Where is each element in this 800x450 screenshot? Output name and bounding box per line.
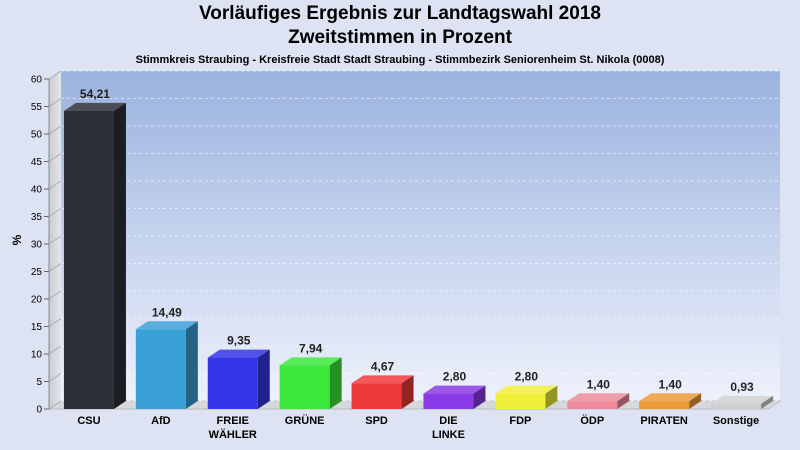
bar-front: [711, 403, 762, 409]
bar-top: [495, 385, 558, 394]
bar: [351, 375, 414, 409]
category-label: ÖDP: [580, 414, 604, 427]
bar-value-label: 9,35: [227, 334, 251, 348]
category-label: FDP: [509, 415, 531, 427]
bar-top: [135, 321, 198, 330]
bar: [711, 395, 774, 409]
bar-top: [567, 393, 630, 402]
bar-side: [257, 349, 270, 409]
chart-subtitle: Stimmkreis Straubing - Kreisfreie Stadt …: [135, 54, 665, 66]
y-tick-label: 10: [31, 350, 43, 361]
bar-top: [63, 102, 126, 111]
category-label: AfD: [151, 415, 171, 427]
y-tick-label: 20: [31, 295, 43, 306]
y-axis-label: %: [10, 234, 24, 245]
y-tick-label: 5: [36, 377, 42, 388]
grid-line-wall: [48, 318, 62, 327]
bar: [207, 349, 270, 409]
bar-front: [495, 393, 546, 409]
bar: [135, 321, 198, 409]
bar-value-label: 14,49: [152, 305, 182, 319]
bar: [495, 385, 558, 409]
bar-side: [473, 385, 486, 409]
y-tick-label: 45: [31, 157, 43, 168]
bar-top: [207, 349, 270, 358]
bar: [567, 393, 630, 409]
bar-top: [423, 385, 486, 394]
bar-side: [545, 385, 558, 409]
grid-line-wall: [48, 235, 62, 245]
bar: [639, 393, 702, 409]
y-tick-label: 15: [31, 322, 43, 333]
grid-line-wall: [48, 263, 62, 272]
category-label: SPD: [365, 415, 388, 427]
bar-front: [567, 401, 618, 409]
bar-value-label: 7,94: [299, 341, 323, 355]
bar: [279, 357, 342, 409]
category-label: GRÜNE: [285, 414, 325, 427]
y-tick-label: 55: [31, 102, 43, 113]
bar-front: [639, 401, 690, 409]
bar-top: [711, 395, 774, 404]
category-label: FREIE WÄHLER: [209, 415, 257, 441]
grid-line-wall: [48, 180, 62, 190]
title-line-2: Zweitstimmen in Prozent: [288, 27, 512, 48]
category-label: DIE LINKE: [432, 415, 465, 441]
grid-line-wall: [48, 373, 62, 382]
bar-value-label: 2,80: [443, 370, 467, 384]
bar-value-label: 4,67: [371, 359, 395, 373]
y-tick-label: 60: [31, 75, 43, 86]
bar-value-label: 54,21: [80, 87, 110, 101]
grid-line-wall: [48, 125, 62, 135]
bar-front: [423, 393, 474, 409]
grid-line-wall: [48, 290, 62, 300]
bar-value-label: 1,40: [587, 377, 611, 391]
title-line-1: Vorläufiges Ergebnis zur Landtagswahl 20…: [199, 3, 601, 24]
bar-side: [401, 375, 414, 409]
bar-value-label: 0,93: [730, 380, 754, 394]
bar-top: [279, 357, 342, 366]
category-label: Sonstige: [713, 415, 759, 427]
y-tick-label: 0: [36, 405, 42, 416]
bar-top: [351, 375, 414, 384]
bar-side: [113, 102, 126, 409]
y-tick-label: 40: [31, 185, 43, 196]
chart-title: Vorläufiges Ergebnis zur Landtagswahl 20…: [0, 2, 800, 50]
bar-front: [63, 110, 114, 409]
bar: [423, 385, 486, 409]
bar-value-label: 2,80: [515, 370, 539, 384]
bar-side: [617, 393, 630, 409]
grid-line-wall: [48, 98, 62, 107]
grid-line-wall: [48, 208, 62, 217]
bar-side: [185, 321, 198, 409]
grid-line-wall: [48, 345, 62, 355]
bar-side: [761, 395, 774, 409]
grid-line-wall: [48, 400, 62, 410]
grid-line-wall: [48, 70, 62, 80]
y-tick-label: 25: [31, 267, 43, 278]
bar-value-label: 1,40: [658, 377, 682, 391]
category-label: PIRATEN: [640, 415, 688, 427]
bar-front: [135, 329, 186, 409]
y-tick-label: 35: [31, 212, 43, 223]
bar: [63, 102, 126, 409]
grid-line-wall: [48, 153, 62, 162]
bar-front: [279, 365, 330, 409]
bar-front: [207, 357, 258, 409]
bar-front: [351, 383, 402, 409]
bar-top: [639, 393, 702, 402]
y-tick-label: 50: [31, 130, 43, 141]
category-label: CSU: [77, 415, 100, 427]
bar-side: [689, 393, 702, 409]
y-tick-label: 30: [31, 240, 43, 251]
bar-side: [329, 357, 342, 409]
